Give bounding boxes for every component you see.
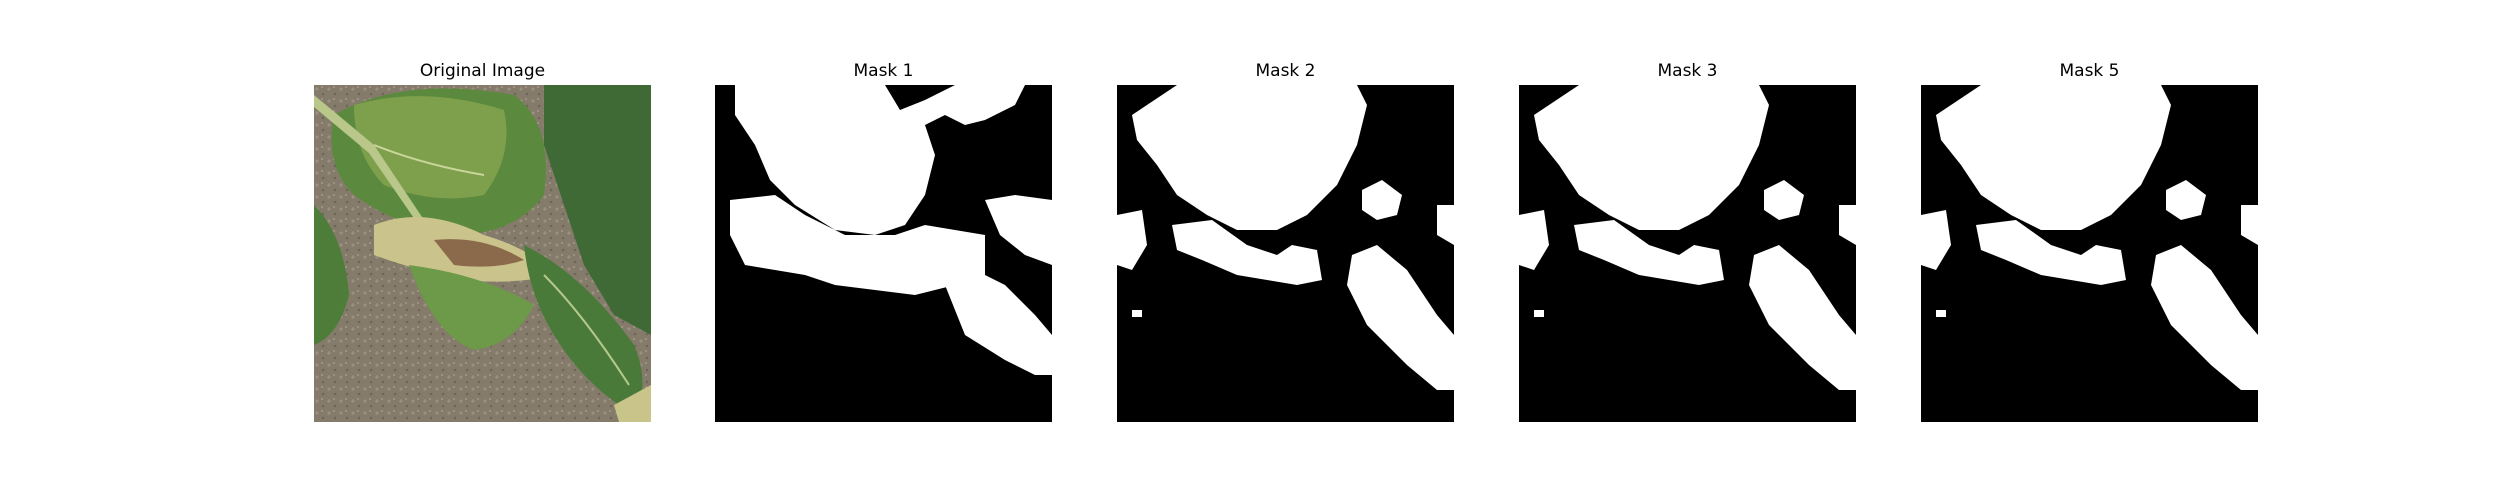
mask-3-image bbox=[1519, 85, 1856, 422]
mask-2-shape bbox=[1117, 85, 1454, 422]
panel-title: Mask 2 bbox=[1255, 61, 1316, 81]
mask-5-shape bbox=[1921, 85, 2258, 422]
mask-1-shape bbox=[715, 85, 1052, 422]
original-leaf-photo bbox=[314, 85, 651, 422]
panel-title: Original Image bbox=[419, 61, 546, 81]
panel-title: Mask 5 bbox=[2059, 61, 2120, 81]
mask-1-image bbox=[715, 85, 1052, 422]
mask-5-image bbox=[1921, 85, 2258, 422]
panel-title: Mask 3 bbox=[1657, 61, 1718, 81]
panel-title: Mask 1 bbox=[853, 61, 914, 81]
mask-2-image bbox=[1117, 85, 1454, 422]
mask-3-shape bbox=[1519, 85, 1856, 422]
leaf-photo-illustration bbox=[314, 85, 651, 422]
